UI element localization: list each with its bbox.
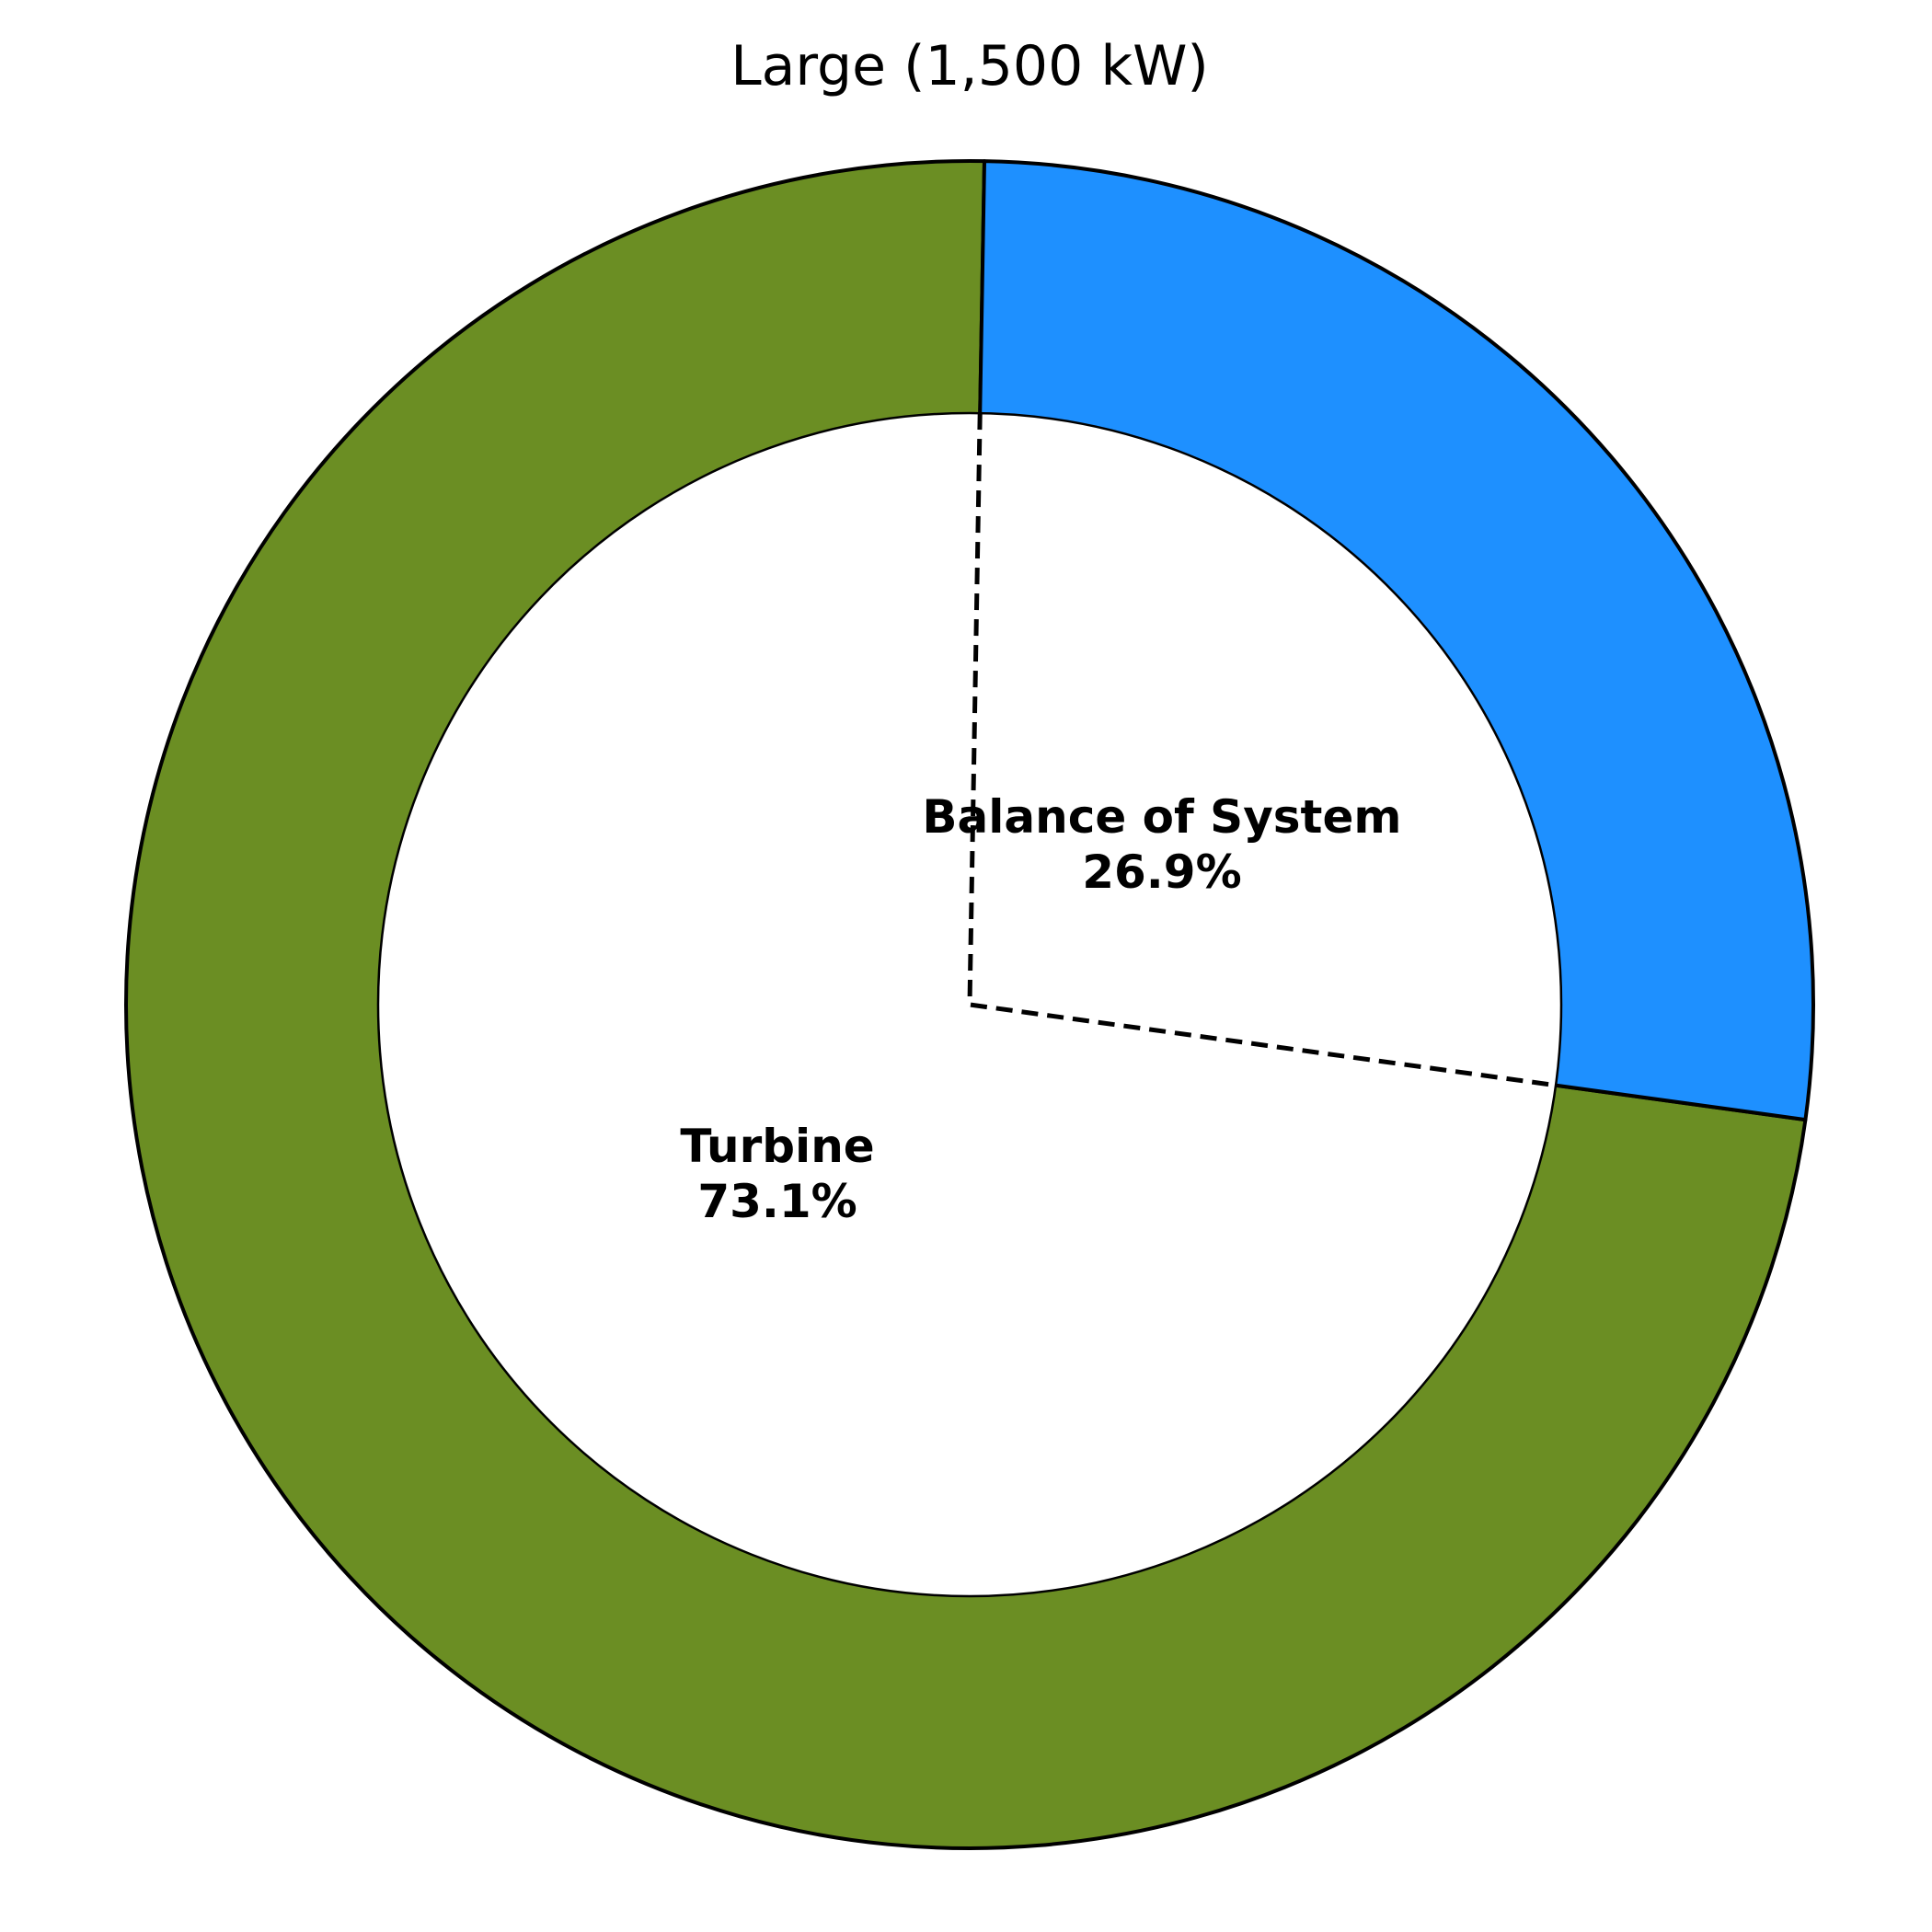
chart-title: Large (1,500 kW) — [730, 34, 1209, 98]
labels-group: Turbine 73.1% Balance of System 26.9% — [680, 790, 1401, 1228]
slice-divider — [967, 413, 1557, 1088]
slice-label-balance-of-system: Balance of System 26.9% — [922, 790, 1401, 899]
slice-label-turbine: Turbine 73.1% — [680, 1120, 874, 1228]
donut-hole — [376, 411, 1563, 1598]
